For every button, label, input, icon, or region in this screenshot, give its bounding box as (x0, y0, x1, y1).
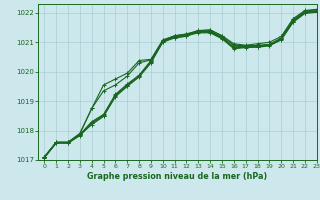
X-axis label: Graphe pression niveau de la mer (hPa): Graphe pression niveau de la mer (hPa) (87, 172, 268, 181)
